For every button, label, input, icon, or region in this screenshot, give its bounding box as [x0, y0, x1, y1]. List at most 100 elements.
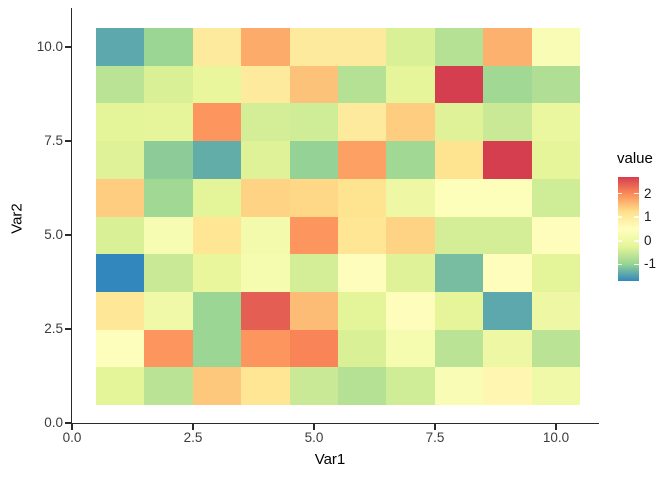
heatmap-cell — [338, 178, 387, 217]
heatmap-cell — [531, 291, 580, 330]
heatmap-cell — [338, 216, 387, 255]
heatmap-cell — [144, 141, 193, 179]
y-tick-label: 7.5 — [44, 132, 63, 148]
heatmap-cell — [434, 141, 484, 179]
y-tick-mark — [65, 328, 71, 330]
x-tick-mark — [555, 424, 557, 430]
heatmap-cell — [192, 141, 242, 179]
heatmap-cell — [386, 103, 435, 142]
heatmap-cell — [483, 216, 532, 255]
heatmap-cell — [192, 103, 242, 142]
heatmap-cell — [338, 141, 387, 179]
heatmap-cell — [96, 216, 145, 255]
x-tick-label: 5.0 — [304, 430, 324, 445]
heatmap-cell — [386, 367, 435, 405]
heatmap-cell — [192, 254, 242, 292]
heatmap-cell — [144, 103, 193, 142]
heatmap-cell — [192, 367, 242, 405]
heatmap-cell — [386, 254, 435, 292]
heatmap-cell — [386, 141, 435, 179]
x-axis-title: Var1 — [314, 451, 346, 468]
heatmap-cell — [289, 178, 338, 217]
x-tick-label: 2.5 — [183, 430, 203, 445]
x-tick-mark — [313, 424, 315, 430]
heatmap-cell — [241, 329, 290, 368]
legend-tick-label: 2 — [644, 185, 652, 201]
y-tick-mark — [65, 422, 71, 424]
legend-tick-mark — [617, 216, 622, 218]
heatmap-grid — [96, 28, 580, 405]
heatmap-cell — [96, 141, 145, 179]
heatmap-cell — [192, 178, 242, 217]
legend-tick-mark — [634, 192, 639, 195]
heatmap-cell — [434, 254, 484, 292]
y-tick-label: 10.0 — [36, 38, 63, 54]
heatmap-cell — [241, 367, 290, 405]
heatmap-cell — [96, 65, 145, 104]
heatmap-cell — [386, 291, 435, 330]
heatmap-cell — [531, 141, 580, 179]
heatmap-cell — [386, 216, 435, 255]
heatmap-cell — [386, 28, 435, 66]
heatmap-cell — [338, 65, 387, 104]
heatmap-cell — [144, 254, 193, 292]
heatmap-cell — [338, 291, 387, 330]
heatmap-cell — [434, 28, 484, 66]
legend: value 2 1 0 -1 — [617, 150, 672, 290]
heatmap-cell — [434, 291, 484, 330]
x-tick-mark — [434, 424, 436, 430]
x-axis-line — [70, 422, 599, 425]
heatmap-cell — [144, 329, 193, 368]
legend-tick-mark — [634, 263, 639, 266]
legend-tick-label: 1 — [644, 209, 652, 225]
heatmap-cell — [241, 291, 290, 330]
heatmap-cell — [289, 28, 338, 66]
y-tick-mark — [65, 46, 71, 48]
heatmap-cell — [483, 291, 532, 330]
heatmap-cell — [192, 329, 242, 368]
heatmap-cell — [531, 329, 580, 368]
heatmap-cell — [192, 216, 242, 255]
y-tick-mark — [65, 140, 71, 142]
heatmap-cell — [434, 367, 484, 405]
heatmap-cell — [483, 141, 532, 179]
heatmap-cell — [289, 65, 338, 104]
heatmap-cell — [289, 329, 338, 368]
heatmap-cell — [144, 65, 193, 104]
heatmap-cell — [144, 216, 193, 255]
heatmap-cell — [241, 216, 290, 255]
heatmap-cell — [144, 367, 193, 405]
heatmap-cell — [96, 254, 145, 292]
heatmap-cell — [289, 103, 338, 142]
legend-tick-label: 0 — [644, 232, 652, 248]
x-tick-label: 7.5 — [425, 430, 445, 445]
heatmap-cell — [434, 216, 484, 255]
x-tick-label: 10.0 — [542, 430, 570, 445]
heatmap-cell — [289, 141, 338, 179]
heatmap-cell — [289, 254, 338, 292]
heatmap-cell — [531, 254, 580, 292]
heatmap-cell — [241, 254, 290, 292]
heatmap-cell — [434, 178, 484, 217]
heatmap-cell — [531, 28, 580, 66]
heatmap-cell — [483, 367, 532, 405]
heatmap-cell — [241, 65, 290, 104]
heatmap-cell — [241, 103, 290, 142]
heatmap-cell — [241, 28, 290, 66]
legend-tick-mark — [617, 192, 622, 195]
x-tick-mark — [192, 424, 194, 430]
legend-colorbar — [617, 177, 639, 281]
heatmap-cell — [434, 65, 484, 104]
heatmap-cell — [96, 291, 145, 330]
heatmap-cell — [144, 28, 193, 66]
heatmap-cell — [531, 178, 580, 217]
heatmap-cell — [144, 291, 193, 330]
heatmap-cell — [338, 367, 387, 405]
heatmap-cell — [144, 178, 193, 217]
heatmap-cell — [434, 103, 484, 142]
heatmap-cell — [338, 254, 387, 292]
heatmap-cell — [386, 329, 435, 368]
heatmap-cell — [241, 141, 290, 179]
